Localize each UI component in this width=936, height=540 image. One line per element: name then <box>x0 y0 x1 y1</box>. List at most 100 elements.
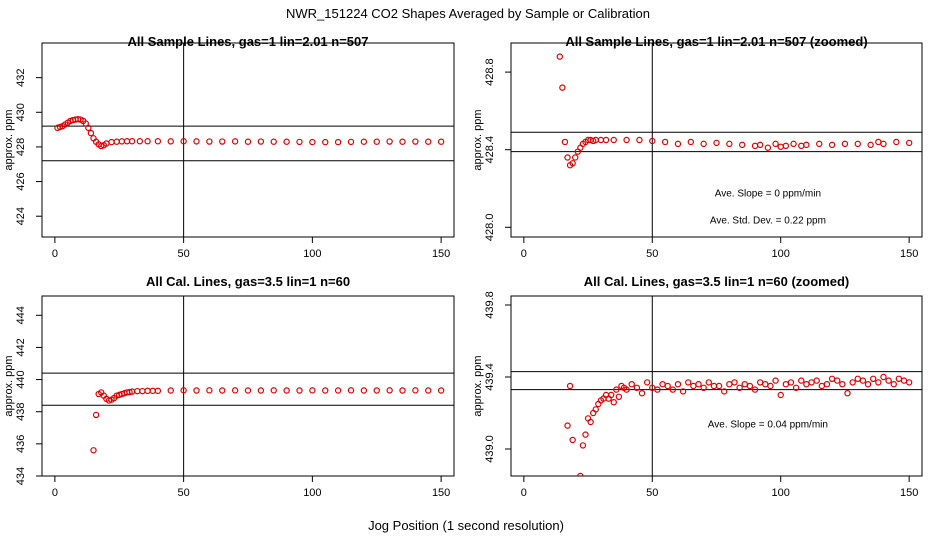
x-tick-label: 0 <box>521 487 527 499</box>
data-point <box>713 139 720 147</box>
data-point <box>654 386 661 393</box>
data-point <box>437 138 445 145</box>
data-point <box>628 381 635 388</box>
data-point <box>373 387 380 394</box>
data-point <box>818 382 826 390</box>
data-point <box>118 138 126 145</box>
data-point <box>623 386 630 393</box>
data-point <box>885 377 892 384</box>
annotation: Ave. Std. Dev. = 0.22 ppm <box>710 215 826 226</box>
chart-panel-2: All Sample Lines, gas=1 lin=2.01 n=507 (… <box>472 34 923 260</box>
data-point <box>782 142 790 150</box>
data-point <box>679 388 687 395</box>
data-point <box>564 422 571 429</box>
data-point <box>139 387 146 395</box>
data-point <box>803 381 810 388</box>
data-point <box>566 382 574 390</box>
panels-group: All Sample Lines, gas=1 lin=2.01 n=507 0 5… <box>3 34 923 499</box>
data-point <box>690 382 697 390</box>
x-tick-label: 50 <box>646 248 658 260</box>
data-point <box>816 140 823 148</box>
data-point <box>219 138 226 145</box>
data-point <box>577 472 584 476</box>
plot-frame <box>41 42 455 238</box>
annotation: Ave. Slope = 0 ppm/min <box>715 188 821 199</box>
data-point <box>875 379 882 386</box>
data-point <box>636 136 643 144</box>
data-point <box>738 141 746 149</box>
data-point <box>792 384 800 391</box>
data-point <box>736 384 743 391</box>
data-point <box>231 387 239 394</box>
data-point <box>615 393 623 400</box>
x-tick-label: 150 <box>900 248 918 260</box>
x-tick-label: 0 <box>52 487 58 499</box>
data-point <box>123 138 131 145</box>
annotation: Ave. Slope = 0.04 ppm/min <box>708 419 828 430</box>
data-point <box>412 387 419 394</box>
data-point <box>710 382 718 390</box>
data-point <box>638 390 646 397</box>
y-tick-label: 426 <box>15 172 27 190</box>
data-point <box>633 384 641 391</box>
data-point <box>85 124 92 132</box>
data-point <box>674 381 682 388</box>
data-point <box>569 160 576 167</box>
x-tick-label: 100 <box>303 248 321 260</box>
data-point <box>741 381 748 388</box>
y-tick-label: 430 <box>15 103 27 121</box>
y-tick-label: 428 <box>15 138 27 156</box>
data-point <box>556 53 564 60</box>
data-point <box>128 138 136 145</box>
data-point <box>610 136 617 144</box>
data-point <box>700 384 707 391</box>
y-tick-label: 432 <box>15 68 27 86</box>
data-point <box>134 387 141 395</box>
data-point <box>283 138 290 145</box>
data-point <box>309 387 316 394</box>
data-point <box>828 141 836 149</box>
data-point <box>257 138 265 145</box>
data-point <box>206 387 213 394</box>
y-tick-label: 439.8 <box>484 291 496 319</box>
data-point <box>859 377 867 384</box>
data-point <box>695 381 702 388</box>
data-point <box>803 141 810 149</box>
data-point <box>283 387 290 394</box>
data-point <box>808 379 815 386</box>
data-point <box>674 140 682 148</box>
figure-title: NWR_151224 CO2 Shapes Averaged by Sample… <box>286 6 650 21</box>
y-axis-label: approx. ppm <box>472 355 484 416</box>
data-point <box>587 418 594 426</box>
data-point <box>756 141 764 149</box>
data-point <box>108 138 115 146</box>
data-point <box>136 138 144 145</box>
y-tick-label: 428.8 <box>484 58 496 86</box>
data-point <box>767 382 774 390</box>
data-point <box>864 381 872 388</box>
data-point <box>782 381 790 388</box>
data-point <box>154 138 162 145</box>
data-point <box>386 138 393 145</box>
data-point <box>579 442 587 449</box>
data-point <box>880 140 887 148</box>
data-point <box>905 139 913 147</box>
data-point <box>649 137 656 145</box>
data-point <box>569 436 576 444</box>
data-point <box>92 411 100 419</box>
y-tick-label: 428.0 <box>484 214 496 242</box>
data-point <box>777 143 784 150</box>
y-axis-label: approx. ppm <box>3 109 15 170</box>
panel-title: All Sample Lines, gas=1 lin=2.01 n=507 (… <box>565 34 867 49</box>
data-point <box>296 138 303 146</box>
panel-title: All Cal. Lines, gas=3.5 lin=1 n=60 (zoom… <box>584 274 850 289</box>
data-point <box>798 142 805 150</box>
data-point <box>126 388 133 396</box>
data-point <box>425 387 432 394</box>
data-point <box>322 387 329 394</box>
data-point <box>334 138 342 146</box>
data-point <box>206 138 213 145</box>
data-point <box>669 386 677 393</box>
data-point <box>867 141 874 149</box>
data-point <box>244 387 252 394</box>
